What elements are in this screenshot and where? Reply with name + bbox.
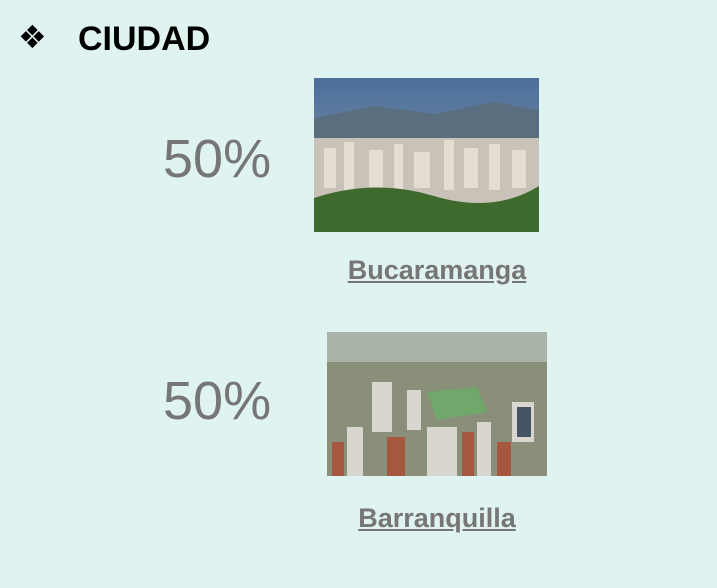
percent: 50%	[163, 128, 271, 190]
bullet-icon: ❖	[18, 18, 47, 56]
city-link[interactable]: Bucaramanga	[307, 255, 567, 286]
city-photo	[327, 332, 547, 476]
percent: 50%	[163, 370, 271, 432]
city-link[interactable]: Barranquilla	[307, 503, 567, 534]
city-photo	[314, 78, 539, 232]
title: CIUDAD	[78, 20, 210, 59]
slide: ❖ CIUDAD 50% Bucaramanga 50%	[0, 0, 717, 588]
